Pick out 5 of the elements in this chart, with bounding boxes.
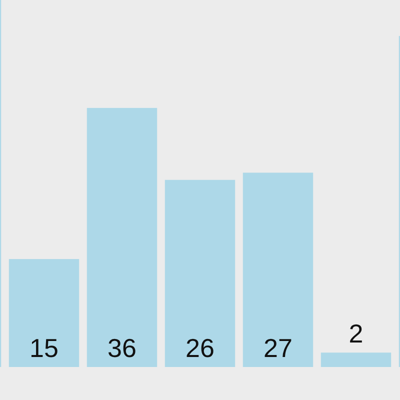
data-label: 36 bbox=[108, 333, 136, 363]
data-label: 15 bbox=[30, 333, 58, 363]
data-label: 2 bbox=[348, 318, 364, 349]
data-label: 27 bbox=[264, 333, 292, 363]
data-label: 26 bbox=[186, 333, 214, 363]
